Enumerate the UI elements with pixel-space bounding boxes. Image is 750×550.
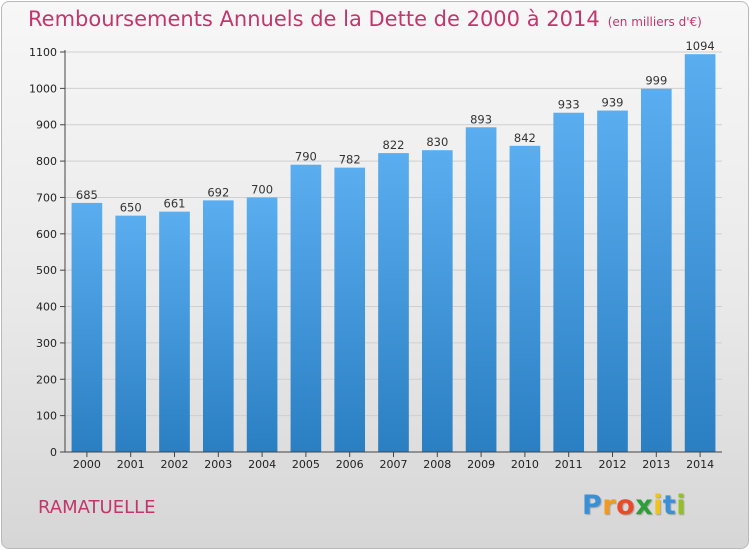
value-label: 700 [251,182,273,196]
commune-name: RAMATUELLE [38,497,156,518]
y-tick-label: 400 [36,301,57,314]
value-label: 830 [426,135,448,149]
x-tick-label: 2005 [292,458,320,471]
y-tick-label: 1000 [29,82,57,95]
value-label: 661 [164,197,186,211]
bar-2007[interactable] [378,153,409,452]
bar-2002[interactable] [159,211,190,452]
logo-letter: x [635,490,654,521]
axis-layer: 0 100 200 300 400 500 600 700 800 900 1000 1100 2000… [29,46,722,471]
y-tick-label: 200 [36,373,57,386]
x-tick-label: 2012 [599,458,627,471]
value-label: 822 [383,138,405,152]
bar-layer: 685 650 661 692 700 790 782 822 830 893 842 933 939 9… [71,39,716,453]
y-tick-label: 900 [36,119,57,132]
y-tick-label: 100 [36,410,57,423]
x-tick-label: 2014 [686,458,714,471]
bar-2005[interactable] [290,164,322,452]
x-tick-label: 2006 [336,458,364,471]
chart-unit: (en milliers d'€) [607,15,702,29]
value-label: 685 [76,188,98,202]
x-tick-label: 2001 [117,458,145,471]
bar-2006[interactable] [334,167,366,453]
y-tick-label: 700 [36,191,57,204]
y-tick-label: 1100 [29,46,57,59]
logo-letter: o [616,490,636,521]
logo-letter: i [653,490,663,521]
bar-2011[interactable] [553,112,585,453]
bar-2013[interactable] [640,88,672,453]
value-label: 1094 [685,39,714,53]
x-tick-label: 2003 [204,458,232,471]
logo-letter: i [676,490,687,521]
value-label: 939 [602,96,624,110]
bar-2009[interactable] [465,127,497,452]
value-label: 933 [558,98,580,112]
x-tick-label: 2000 [73,458,101,471]
chart-title-text: Remboursements Annuels de la Dette de 20… [28,7,600,31]
logo-letter: t [662,490,677,521]
x-tick-label: 2013 [642,458,670,471]
bar-2012[interactable] [597,110,628,452]
logo-letter: P [582,490,603,521]
value-label: 842 [514,131,536,145]
bar-2001[interactable] [115,215,147,452]
y-tick-label: 800 [36,155,57,168]
x-tick-label: 2011 [555,458,583,471]
bar-2004[interactable] [246,197,278,452]
value-label: 999 [645,74,667,88]
value-label: 782 [339,153,361,167]
x-tick-label: 2008 [423,458,451,471]
logo-letter: r [602,490,617,521]
y-tick-label: 500 [36,264,57,277]
x-tick-label: 2009 [467,458,495,471]
proxiti-logo[interactable]: Proxiti [582,490,686,521]
y-tick-label: 0 [50,446,57,459]
value-label: 790 [295,150,317,164]
y-tick-label: 600 [36,228,57,241]
bar-2000[interactable] [71,202,103,452]
bar-2010[interactable] [509,145,541,452]
y-tick-label: 300 [36,337,57,350]
value-label: 692 [207,185,229,199]
bar-2008[interactable] [421,150,453,452]
value-label: 650 [120,201,142,215]
bar-2014[interactable] [684,54,716,452]
x-tick-label: 2010 [511,458,539,471]
x-tick-label: 2004 [248,458,276,471]
x-tick-label: 2007 [380,458,408,471]
chart-title: Remboursements Annuels de la Dette de 20… [28,7,702,31]
x-tick-label: 2002 [161,458,189,471]
bar-2003[interactable] [202,200,234,452]
value-label: 893 [470,112,492,126]
